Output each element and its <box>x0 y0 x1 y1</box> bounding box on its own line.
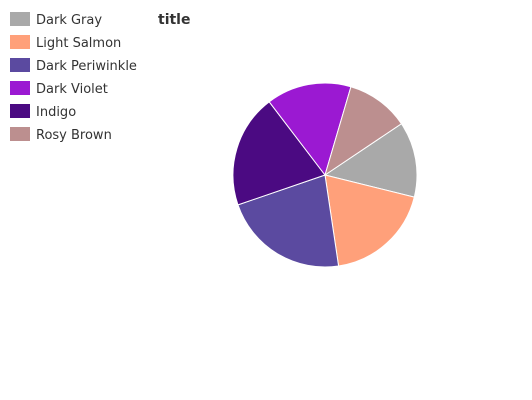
legend-label: Dark Gray <box>36 13 102 28</box>
legend-swatch <box>10 104 30 118</box>
pie-slice-dark-violet <box>268 82 352 177</box>
pie-slice-dark-gray <box>323 123 418 198</box>
chart-title: title <box>158 12 190 28</box>
legend-label: Rosy Brown <box>36 128 112 143</box>
pie-slice-light-salmon <box>324 174 415 267</box>
legend-swatch <box>10 12 30 26</box>
legend-swatch <box>10 35 30 49</box>
pie-slice-rosy-brown <box>324 86 403 177</box>
legend-swatch <box>10 127 30 141</box>
legend-label: Indigo <box>36 105 76 120</box>
legend-label: Dark Violet <box>36 82 108 97</box>
pie-slices <box>232 82 418 268</box>
pie-slice-indigo <box>232 101 326 206</box>
legend-label: Light Salmon <box>36 36 121 51</box>
pie-slice-dark-periwinkle <box>237 174 340 268</box>
legend: Dark Gray Light Salmon Dark Periwinkle Dark… <box>10 12 137 143</box>
legend-swatch <box>10 81 30 95</box>
legend-label: Dark Periwinkle <box>36 59 137 74</box>
legend-swatch <box>10 58 30 72</box>
